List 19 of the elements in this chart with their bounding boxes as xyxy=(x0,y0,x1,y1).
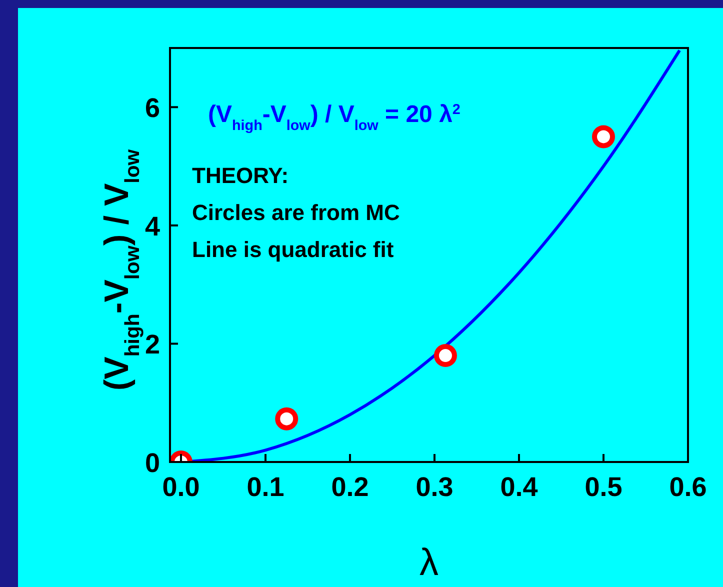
x-tick-label: 0.3 xyxy=(416,472,454,502)
y-tick-label: 0 xyxy=(144,448,160,478)
y-tick-label: 4 xyxy=(144,211,160,242)
x-tick-label: 0.1 xyxy=(246,472,284,502)
point xyxy=(592,125,615,148)
point xyxy=(275,407,298,430)
x-axis-title: λ xyxy=(420,542,438,584)
x-tick-label: 0.4 xyxy=(500,472,538,502)
y-tick-label: 6 xyxy=(144,93,160,124)
x-tick-label: 0.5 xyxy=(584,472,622,502)
x-tick-label: 0.2 xyxy=(331,472,369,502)
annotation: Circles are from MC xyxy=(192,200,400,225)
x-tick-label: 0.6 xyxy=(669,472,707,502)
point xyxy=(434,344,457,368)
annotation: THEORY: xyxy=(192,163,289,188)
y-tick-label: 2 xyxy=(144,330,160,360)
annotation: Line is quadratic fit xyxy=(192,237,394,262)
annotation: (V$_{high}$-V$_{low}$) / V$_{low}$ = 20 λ$^{2}$ xyxy=(208,101,460,134)
x-tick-label: 0.0 xyxy=(162,472,200,502)
